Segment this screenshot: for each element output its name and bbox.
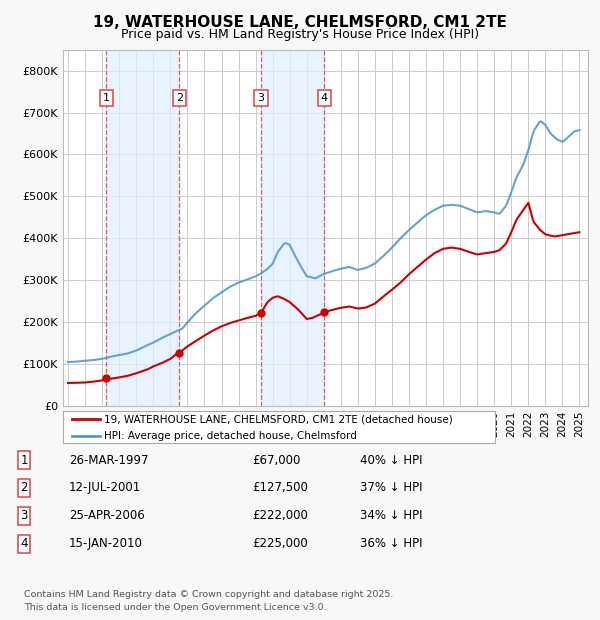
Text: 36% ↓ HPI: 36% ↓ HPI bbox=[360, 538, 422, 550]
Bar bbox=[261, 50, 325, 406]
Text: 26-MAR-1997: 26-MAR-1997 bbox=[69, 454, 149, 466]
Text: £222,000: £222,000 bbox=[252, 510, 308, 522]
Text: 3: 3 bbox=[20, 510, 28, 522]
Text: 3: 3 bbox=[257, 93, 265, 103]
Text: £225,000: £225,000 bbox=[252, 538, 308, 550]
Text: 19, WATERHOUSE LANE, CHELMSFORD, CM1 2TE: 19, WATERHOUSE LANE, CHELMSFORD, CM1 2TE bbox=[93, 15, 507, 30]
Text: 1: 1 bbox=[103, 93, 110, 103]
Text: £127,500: £127,500 bbox=[252, 482, 308, 494]
Text: HPI: Average price, detached house, Chelmsford: HPI: Average price, detached house, Chel… bbox=[104, 431, 357, 441]
Text: 12-JUL-2001: 12-JUL-2001 bbox=[69, 482, 141, 494]
Text: 1: 1 bbox=[20, 454, 28, 466]
Text: Contains HM Land Registry data © Crown copyright and database right 2025.
This d: Contains HM Land Registry data © Crown c… bbox=[24, 590, 394, 612]
Text: £67,000: £67,000 bbox=[252, 454, 301, 466]
Text: 34% ↓ HPI: 34% ↓ HPI bbox=[360, 510, 422, 522]
Text: Price paid vs. HM Land Registry's House Price Index (HPI): Price paid vs. HM Land Registry's House … bbox=[121, 28, 479, 40]
Text: 4: 4 bbox=[321, 93, 328, 103]
Text: 4: 4 bbox=[20, 538, 28, 550]
Text: 37% ↓ HPI: 37% ↓ HPI bbox=[360, 482, 422, 494]
Text: 25-APR-2006: 25-APR-2006 bbox=[69, 510, 145, 522]
Text: 40% ↓ HPI: 40% ↓ HPI bbox=[360, 454, 422, 466]
Bar bbox=[106, 50, 179, 406]
Text: 15-JAN-2010: 15-JAN-2010 bbox=[69, 538, 143, 550]
Text: 2: 2 bbox=[20, 482, 28, 494]
Text: 2: 2 bbox=[176, 93, 183, 103]
Text: 19, WATERHOUSE LANE, CHELMSFORD, CM1 2TE (detached house): 19, WATERHOUSE LANE, CHELMSFORD, CM1 2TE… bbox=[104, 414, 453, 424]
